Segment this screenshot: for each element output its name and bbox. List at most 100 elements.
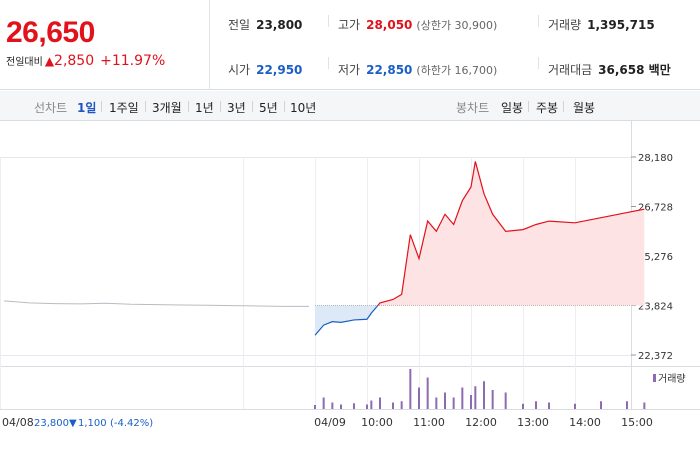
stat-prev-close: 전일 23,800 xyxy=(228,16,303,32)
price-change: 전일대비 ▲2,850 +11.97% xyxy=(6,53,165,69)
volume-bar xyxy=(418,387,420,409)
divider xyxy=(528,101,529,112)
volume-bar xyxy=(366,404,368,409)
left-date-label: 04/08 xyxy=(2,416,34,429)
volume-legend-label: 거래량 xyxy=(658,373,686,385)
stat-label: 거래량 xyxy=(548,18,582,32)
volume-bar xyxy=(426,377,429,409)
stat-label: 시가 xyxy=(228,63,251,77)
period-1y[interactable]: 1년 xyxy=(195,101,214,115)
x-tick-label: 04/09 xyxy=(314,416,346,429)
stat-open: 시가 22,950 xyxy=(228,61,303,77)
stat-value: 22,950 xyxy=(256,63,303,77)
stat-value: 36,658 백만 xyxy=(598,63,671,77)
price-chart-svg: 28,180 26,728 25,276 23,824 22,372 거래량 04/09 10… xyxy=(0,121,700,429)
stat-value: 28,050 xyxy=(366,18,413,32)
divider xyxy=(284,101,285,112)
quote-header: 26,650 전일대비 ▲2,850 +11.97% 전일 23,800 시가 22,9… xyxy=(0,0,700,90)
volume-bar xyxy=(409,369,412,409)
above-reference-fill xyxy=(377,161,645,306)
volume-bar xyxy=(435,397,438,409)
candle-weekly[interactable]: 주봉 xyxy=(536,101,559,115)
volume-bar xyxy=(548,402,550,409)
series-line-down xyxy=(314,305,379,336)
period-3m[interactable]: 3개월 xyxy=(152,101,182,115)
line-chart-label: 선차트 xyxy=(34,101,68,115)
volume-bar xyxy=(535,401,537,409)
prev-day-price: 23,800 xyxy=(34,418,69,429)
stat-high: 고가 28,050 (상한가 30,900) xyxy=(338,16,498,32)
stat-value: 22,850 xyxy=(366,63,413,77)
divider xyxy=(538,10,539,80)
volume-bar xyxy=(370,400,373,409)
volume-bar xyxy=(379,397,381,409)
stat-label: 거래대금 xyxy=(548,63,593,77)
volume-bar xyxy=(314,405,316,409)
x-tick-label: 11:00 xyxy=(413,416,445,429)
y-tick-label: 26,728 xyxy=(638,203,673,214)
stat-label: 저가 xyxy=(338,63,361,77)
divider xyxy=(563,101,564,112)
volume-bar xyxy=(643,402,646,409)
price-stats: 전일 23,800 시가 22,950 고가 28,050 (상한가 30,900) 저… xyxy=(210,0,700,90)
volume-bar xyxy=(626,401,628,409)
period-10y[interactable]: 10년 xyxy=(290,101,317,115)
stat-value: 1,395,715 xyxy=(587,18,655,32)
volume-bar xyxy=(353,403,355,409)
y-tick-label: 25,276 xyxy=(638,252,673,263)
prev-day-series xyxy=(3,300,309,307)
down-arrow-icon: ▼ xyxy=(69,418,77,429)
stat-label: 전일 xyxy=(228,18,251,32)
y-tick-label: 22,372 xyxy=(638,351,673,362)
prev-day-change-pct: (-4.42%) xyxy=(110,418,153,429)
divider xyxy=(328,10,329,80)
stat-value: 23,800 xyxy=(256,18,303,32)
divider xyxy=(188,101,189,112)
volume-bar xyxy=(461,387,464,409)
current-price: 26,650 xyxy=(6,16,95,49)
change-value: 2,850 xyxy=(54,53,95,69)
volume-bar xyxy=(522,403,524,409)
stat-label: 고가 xyxy=(338,18,361,32)
y-tick-label: 28,180 xyxy=(638,153,673,164)
x-tick-label: 13:00 xyxy=(517,416,549,429)
candle-daily[interactable]: 일봉 xyxy=(501,101,524,115)
volume-bar xyxy=(491,390,494,409)
volume-bar xyxy=(470,395,472,409)
period-3y[interactable]: 3년 xyxy=(227,101,246,115)
divider xyxy=(145,101,146,112)
divider xyxy=(101,101,102,112)
divider xyxy=(252,101,253,112)
volume-bar xyxy=(574,403,576,409)
volume-bar xyxy=(331,402,334,409)
change-percent: +11.97% xyxy=(100,53,166,69)
series-line-up xyxy=(377,161,645,306)
x-tick-label: 12:00 xyxy=(465,416,497,429)
volume-bar xyxy=(483,381,485,409)
volume-bar xyxy=(444,392,446,409)
prev-day-change: 1,100 xyxy=(78,418,107,429)
price-box: 26,650 전일대비 ▲2,850 +11.97% xyxy=(0,0,210,90)
volume-bar xyxy=(392,402,394,409)
candle-chart-label: 봉차트 xyxy=(456,101,490,115)
upper-limit: (상한가 30,900) xyxy=(416,19,498,32)
period-5y[interactable]: 5년 xyxy=(259,101,278,115)
volume-bar xyxy=(504,392,507,409)
volume-bar xyxy=(400,401,403,409)
chart-toolbar: 선차트 1일 1주일 3개월 1년 3년 5년 10년 봉차트 일봉 주봉 월봉 xyxy=(0,91,700,121)
volume-bar xyxy=(322,397,325,409)
volume-bar xyxy=(452,397,455,409)
volume-bar xyxy=(340,404,342,409)
x-tick-label: 15:00 xyxy=(621,416,653,429)
x-tick-label: 14:00 xyxy=(569,416,601,429)
stat-volume: 거래량 1,395,715 xyxy=(548,16,655,32)
volume-bar xyxy=(600,401,602,409)
x-tick-label: 10:00 xyxy=(361,416,393,429)
stat-low: 저가 22,850 (하한가 16,700) xyxy=(338,61,497,77)
period-1w[interactable]: 1주일 xyxy=(109,101,139,115)
price-chart[interactable]: 28,180 26,728 25,276 23,824 22,372 거래량 04/09 10… xyxy=(0,121,700,450)
period-1d[interactable]: 1일 xyxy=(77,101,97,115)
stat-amount: 거래대금 36,658 백만 xyxy=(548,61,671,77)
candle-monthly[interactable]: 월봉 xyxy=(573,101,596,115)
divider xyxy=(220,101,221,112)
